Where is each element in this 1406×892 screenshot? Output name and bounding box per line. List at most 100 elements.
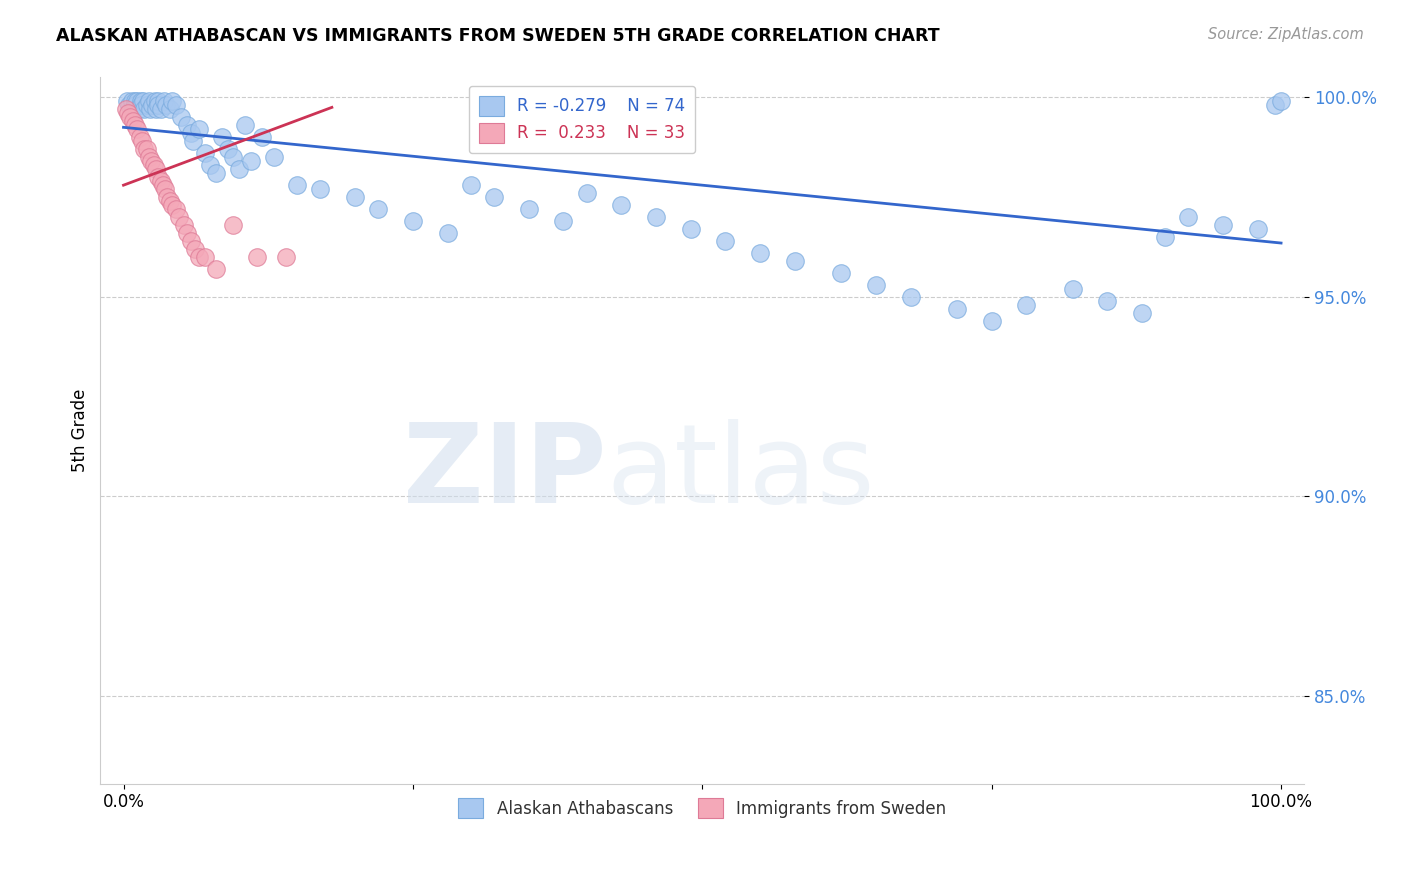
Point	[1015, 298, 1038, 312]
Point	[1212, 218, 1234, 232]
Point	[193, 250, 215, 264]
Point	[124, 118, 146, 132]
Point	[135, 98, 157, 112]
Point	[142, 158, 165, 172]
Point	[193, 146, 215, 161]
Point	[187, 122, 209, 136]
Point	[143, 95, 166, 109]
Point	[148, 170, 170, 185]
Point	[830, 266, 852, 280]
Point	[129, 98, 152, 112]
Point	[222, 150, 245, 164]
Point	[149, 174, 172, 188]
Point	[1062, 282, 1084, 296]
Point	[783, 254, 806, 268]
Point	[124, 95, 146, 109]
Point	[228, 162, 250, 177]
Point	[176, 118, 198, 132]
Point	[120, 111, 142, 125]
Point	[145, 162, 167, 177]
Point	[246, 250, 269, 264]
Point	[159, 194, 181, 208]
Point	[946, 301, 969, 316]
Point	[153, 95, 176, 109]
Point	[900, 290, 922, 304]
Point	[460, 178, 482, 193]
Point	[714, 234, 737, 248]
Point	[344, 190, 367, 204]
Legend: Alaskan Athabascans, Immigrants from Sweden: Alaskan Athabascans, Immigrants from Swe…	[451, 791, 953, 825]
Point	[176, 226, 198, 240]
Point	[138, 95, 160, 109]
Point	[1097, 293, 1119, 308]
Point	[980, 314, 1002, 328]
Point	[124, 98, 146, 112]
Point	[114, 103, 136, 117]
Point	[165, 98, 187, 112]
Point	[436, 226, 458, 240]
Point	[1247, 222, 1270, 236]
Point	[180, 126, 202, 140]
Text: atlas: atlas	[606, 419, 875, 526]
Text: ALASKAN ATHABASCAN VS IMMIGRANTS FROM SWEDEN 5TH GRADE CORRELATION CHART: ALASKAN ATHABASCAN VS IMMIGRANTS FROM SW…	[56, 27, 939, 45]
Point	[181, 134, 204, 148]
Point	[165, 202, 187, 216]
Point	[402, 214, 425, 228]
Point	[274, 250, 297, 264]
Point	[553, 214, 575, 228]
Point	[517, 202, 540, 216]
Point	[127, 95, 149, 109]
Point	[117, 106, 139, 120]
Point	[1177, 210, 1199, 224]
Point	[127, 122, 149, 136]
Point	[134, 142, 156, 156]
Point	[205, 166, 228, 180]
Point	[128, 130, 150, 145]
Point	[129, 95, 152, 109]
Point	[1154, 230, 1177, 244]
Point	[121, 103, 143, 117]
Point	[118, 98, 141, 112]
Point	[205, 262, 228, 277]
Point	[239, 154, 262, 169]
Point	[1130, 306, 1153, 320]
Point	[200, 158, 222, 172]
Point	[482, 190, 505, 204]
Point	[149, 103, 172, 117]
Point	[575, 186, 598, 201]
Point	[153, 182, 176, 196]
Point	[131, 134, 153, 148]
Point	[170, 111, 193, 125]
Point	[156, 190, 179, 204]
Point	[263, 150, 285, 164]
Point	[160, 95, 183, 109]
Point	[217, 142, 239, 156]
Point	[1264, 98, 1286, 112]
Point	[141, 154, 163, 169]
Point	[128, 103, 150, 117]
Point	[115, 95, 138, 109]
Point	[367, 202, 389, 216]
Text: Source: ZipAtlas.com: Source: ZipAtlas.com	[1208, 27, 1364, 42]
Point	[173, 218, 195, 232]
Point	[141, 98, 163, 112]
Point	[222, 218, 245, 232]
Point	[610, 198, 633, 212]
Point	[211, 130, 233, 145]
Point	[121, 114, 143, 128]
Point	[252, 130, 274, 145]
Point	[135, 142, 157, 156]
Point	[187, 250, 209, 264]
Point	[233, 118, 256, 132]
Point	[184, 242, 207, 256]
Point	[148, 98, 170, 112]
Point	[1270, 95, 1292, 109]
Point	[749, 246, 772, 260]
Point	[159, 103, 181, 117]
Point	[160, 198, 183, 212]
Point	[139, 103, 162, 117]
Text: ZIP: ZIP	[402, 419, 606, 526]
Y-axis label: 5th Grade: 5th Grade	[72, 389, 89, 472]
Point	[309, 182, 332, 196]
Point	[285, 178, 308, 193]
